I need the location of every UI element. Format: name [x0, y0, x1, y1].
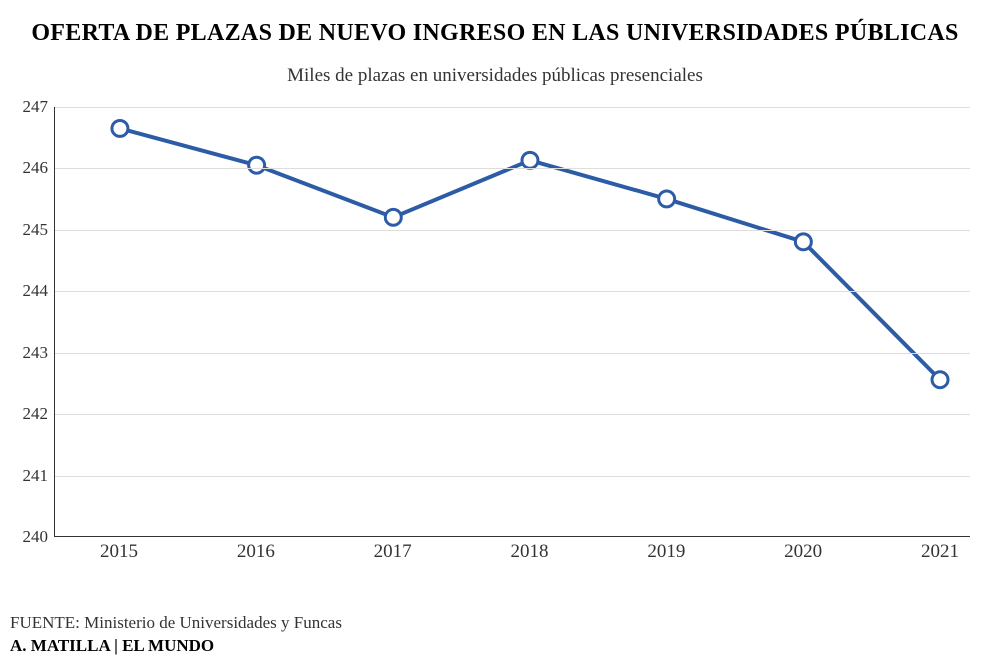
y-axis-label: 243	[23, 343, 49, 363]
y-axis-label: 246	[23, 158, 49, 178]
y-axis-label: 244	[23, 281, 49, 301]
data-marker	[249, 157, 265, 173]
chart-title: OFERTA DE PLAZAS DE NUEVO INGRESO EN LAS…	[10, 20, 980, 47]
credit-outlet: EL MUNDO	[122, 636, 214, 655]
gridline	[55, 107, 970, 108]
gridline	[55, 291, 970, 292]
source-text: Ministerio de Universidades y Funcas	[84, 613, 342, 632]
chart-footer: FUENTE: Ministerio de Universidades y Fu…	[10, 612, 342, 658]
data-marker	[795, 234, 811, 250]
y-axis-label: 245	[23, 220, 49, 240]
y-axis-label: 240	[23, 527, 49, 547]
x-axis-label: 2017	[374, 541, 412, 563]
gridline	[55, 353, 970, 354]
gridline	[55, 168, 970, 169]
chart-subtitle: Miles de plazas en universidades pública…	[10, 65, 980, 87]
gridline	[55, 414, 970, 415]
y-axis-label: 247	[23, 97, 49, 117]
x-axis-label: 2016	[237, 541, 275, 563]
chart-container: OFERTA DE PLAZAS DE NUEVO INGRESO EN LAS…	[0, 0, 990, 668]
data-marker	[522, 152, 538, 168]
y-axis-label: 241	[23, 466, 49, 486]
gridline	[55, 230, 970, 231]
credit-sep: |	[110, 636, 122, 655]
data-marker	[112, 120, 128, 136]
plot-region	[54, 107, 970, 537]
data-marker	[659, 191, 675, 207]
chart-area: 240 241 242 243 244 245 246 247 2015 2016 2017 2018…	[10, 97, 980, 577]
credit-line: A. MATILLA | EL MUNDO	[10, 635, 342, 658]
x-axis-label: 2020	[784, 541, 822, 563]
y-axis-label: 242	[23, 404, 49, 424]
x-axis-label: 2015	[100, 541, 138, 563]
data-marker	[385, 209, 401, 225]
source-line: FUENTE: Ministerio de Universidades y Fu…	[10, 612, 342, 635]
x-axis-label: 2018	[511, 541, 549, 563]
data-marker	[932, 372, 948, 388]
gridline	[55, 476, 970, 477]
x-axis-label: 2019	[647, 541, 685, 563]
source-label: FUENTE:	[10, 613, 80, 632]
line-svg	[55, 107, 970, 536]
credit-author: A. MATILLA	[10, 636, 110, 655]
x-axis-label: 2021	[921, 541, 959, 563]
